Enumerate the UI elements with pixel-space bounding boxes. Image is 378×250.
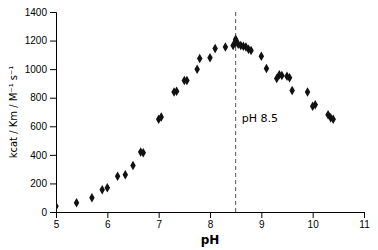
x-axis-tick-label: 6 bbox=[105, 219, 111, 230]
y-axis-tick-mark bbox=[50, 155, 56, 156]
point bbox=[174, 87, 179, 96]
x-axis-tick: 7 bbox=[156, 212, 162, 230]
y-axis: 0 200 400 600 800 1000 1200 1400 bbox=[25, 7, 57, 218]
chart: 5 6 7 8 9 10 11 0 200 400 600 800 1000 1200 1400 pH 8.5… bbox=[0, 0, 378, 250]
y-axis-tick-label: 600 bbox=[30, 121, 47, 132]
point bbox=[105, 183, 110, 192]
y-axis-tick-mark bbox=[50, 183, 56, 184]
y-axis-tick-mark bbox=[50, 12, 56, 13]
plot-area bbox=[56, 12, 336, 212]
y-axis-tick-label: 800 bbox=[30, 92, 47, 103]
x-axis-line bbox=[57, 213, 365, 219]
point bbox=[212, 44, 217, 53]
point bbox=[99, 185, 104, 194]
point bbox=[248, 46, 253, 55]
point bbox=[330, 114, 335, 123]
point bbox=[74, 198, 79, 207]
point bbox=[115, 172, 120, 181]
y-axis-tick-mark bbox=[50, 69, 56, 70]
point bbox=[207, 53, 212, 62]
x-axis-tick: 9 bbox=[259, 212, 265, 230]
x-axis-tick-mark bbox=[364, 212, 365, 218]
points bbox=[56, 34, 336, 211]
y-axis-line bbox=[50, 13, 57, 213]
x-axis-tick: 10 bbox=[308, 212, 320, 230]
annotation: pH 8.5 bbox=[242, 112, 278, 125]
point bbox=[56, 202, 59, 211]
y-axis-tick: 1000 bbox=[25, 64, 56, 75]
x-axis-tick-mark bbox=[159, 212, 160, 218]
x-axis-tick-label: 10 bbox=[308, 219, 320, 230]
y-axis-tick-mark bbox=[50, 98, 56, 99]
point bbox=[89, 193, 94, 202]
point bbox=[158, 112, 163, 121]
x-axis-tick-mark bbox=[107, 212, 108, 218]
x-axis-tick-label: 9 bbox=[259, 219, 265, 230]
x-axis-tick: 5 bbox=[54, 212, 60, 230]
x-axis-tick-label: 7 bbox=[156, 219, 162, 230]
x-axis-tick: 6 bbox=[105, 212, 111, 230]
y-axis-tick-label: 400 bbox=[30, 150, 47, 161]
point bbox=[305, 87, 310, 96]
y-axis-title: kcat / Km / M⁻¹ s⁻¹ bbox=[8, 66, 19, 159]
point bbox=[279, 71, 284, 80]
point bbox=[194, 64, 199, 73]
y-axis-tick-label: 200 bbox=[30, 178, 47, 189]
point bbox=[123, 170, 128, 179]
y-axis-tick-label: 1400 bbox=[25, 7, 48, 18]
y-axis-tick: 600 bbox=[30, 121, 56, 132]
x-axis-tick-label: 11 bbox=[359, 219, 370, 230]
point bbox=[289, 86, 294, 95]
y-axis-tick-label: 0 bbox=[41, 207, 47, 218]
point bbox=[312, 100, 317, 109]
y-axis-tick: 800 bbox=[30, 92, 56, 103]
point bbox=[287, 73, 292, 82]
point bbox=[259, 52, 264, 61]
point bbox=[223, 42, 228, 51]
x-axis-tick-mark bbox=[261, 212, 262, 218]
y-axis-tick: 1200 bbox=[25, 35, 56, 46]
x-axis-tick-mark bbox=[210, 212, 211, 218]
point bbox=[264, 64, 269, 73]
x-axis-tick-mark bbox=[313, 212, 314, 218]
x-axis-title: pH bbox=[201, 233, 220, 247]
x-axis-tick: 8 bbox=[208, 212, 214, 230]
x-axis-tick-label: 8 bbox=[208, 219, 214, 230]
y-axis-tick-mark bbox=[50, 212, 56, 213]
x-axis-tick-label: 5 bbox=[54, 219, 60, 230]
y-axis-tick: 200 bbox=[30, 178, 56, 189]
x-axis-tick: 11 bbox=[359, 212, 370, 230]
point bbox=[197, 54, 202, 63]
y-axis-tick: 0 bbox=[41, 207, 56, 218]
point bbox=[141, 148, 146, 157]
point bbox=[130, 161, 135, 170]
y-axis-tick-label: 1200 bbox=[25, 35, 48, 46]
x-axis: 5 6 7 8 9 10 11 bbox=[54, 212, 370, 230]
y-axis-tick-mark bbox=[50, 41, 56, 42]
y-axis-tick: 400 bbox=[30, 150, 56, 161]
y-axis-tick: 1400 bbox=[25, 7, 56, 18]
y-axis-tick-mark bbox=[50, 126, 56, 127]
point bbox=[184, 76, 189, 85]
y-axis-tick-label: 1000 bbox=[25, 64, 48, 75]
